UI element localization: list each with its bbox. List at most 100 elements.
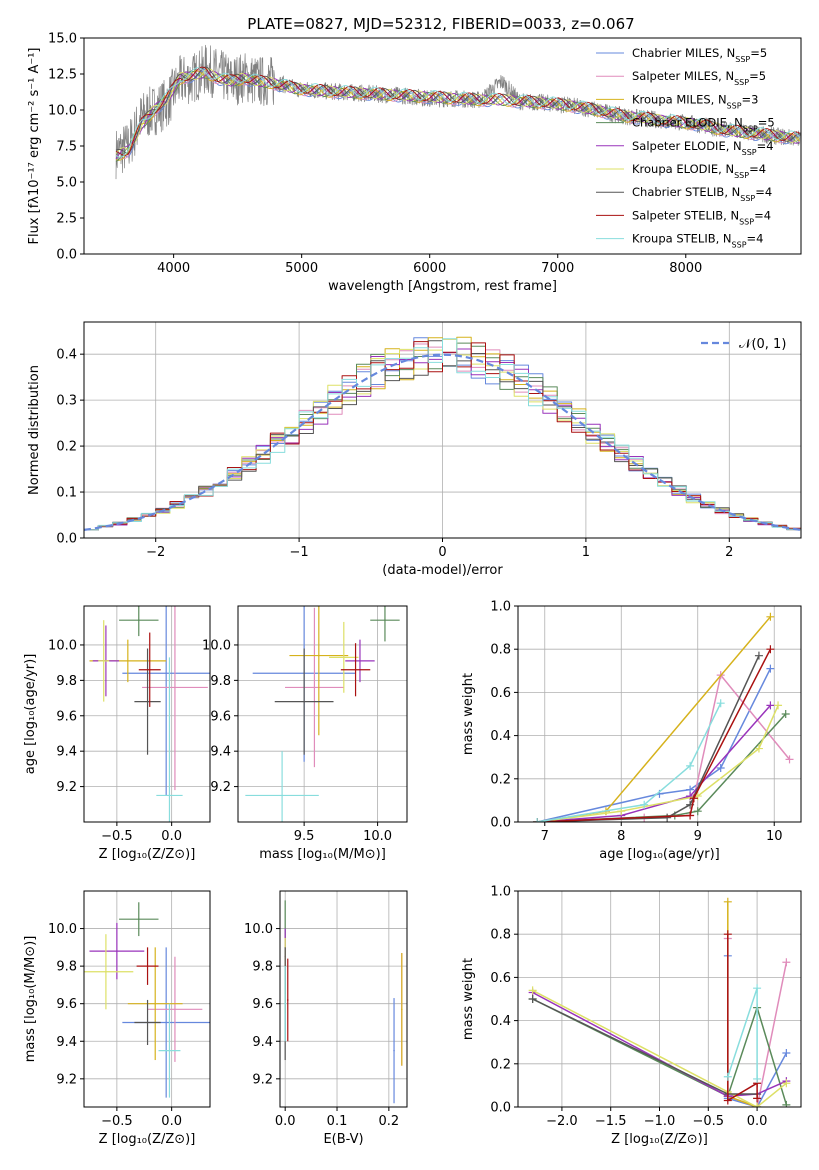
y-tick-label: 15.0 [48,32,77,47]
x-tick-label: −2 [146,545,165,560]
plot-area [115,44,801,180]
data-point [105,970,107,973]
data-point [401,1008,403,1011]
y-tick-label: 0.6 [490,971,511,986]
mass-weight-line-6 [532,989,787,1107]
legend-entry: Salpeter ELODIE, NSSP=4 [632,139,774,157]
x-tick-label: 9.5 [294,829,315,844]
data-point [393,1049,395,1052]
data-point [318,654,320,657]
mass-weight-marker [533,818,542,822]
plot-area [245,606,400,822]
y-tick-label: 0.3 [56,394,77,409]
x-tick-label: 8 [617,829,625,844]
mass-weight-marker [781,710,790,718]
data-point [354,668,357,671]
mass-weight-line-8 [537,648,772,822]
mass-weight-marker [753,1094,762,1103]
y-tick-label: 0.8 [490,643,511,658]
data-point [168,794,171,797]
y-axis-label: Flux [fλ10⁻¹⁷ erg cm⁻² s⁻¹ A⁻¹] [27,48,42,245]
x-axis-label: E(B-V) [323,1132,363,1147]
mass-weight-marker [640,800,649,809]
x-tick-label: 1 [582,545,590,560]
mass-weight-line-5 [537,704,771,822]
age-mass-weight-panel: 7 8 9 10 0.0 0.2 0.4 0.6 0.8 1.0 age [log₁₀(age/yr… [461,600,802,862]
mass-weight-marker [782,1049,791,1057]
axes-frame [83,605,211,823]
gaussian-curve [84,353,801,531]
mass-weight-marker [528,995,537,1003]
y-tick-label: 0.2 [56,440,77,455]
figure-title: PLATE=0827, MJD=52312, FIBERID=0033, z=0… [247,15,634,33]
model-spectrum-line-6 [115,68,801,154]
mass-weight-marker [686,761,695,770]
x-tick-label: 6000 [413,261,446,276]
x-tick-label: −0.5 [101,829,133,844]
mass-weight-marker [782,1100,791,1107]
data-point [137,619,140,621]
x-axis-label: wavelength [Angstrom, rest frame] [328,279,557,294]
y-tick-label: 9.6 [252,997,273,1012]
model-spectrum-line-7 [115,66,800,154]
y-tick-label: 0.2 [490,772,511,787]
y-tick-label: 0.0 [56,248,77,263]
y-tick-label: 9.8 [56,674,77,689]
mass-weight-marker [782,1079,791,1088]
mass-weight-marker [766,612,775,621]
metallicity-mass-weight-panel: −2.0 −1.5 −1.0 −0.5 0.0 0.0 0.2 0.4 0.6 0.8 1.0 Z [… [461,885,802,1147]
x-axis-label: Z [log₁₀(Z/Z⊙)] [99,1132,196,1147]
model-spectrum-line-8 [115,66,800,156]
y-tick-label: 10.0 [202,638,231,653]
plot-area [84,902,210,1098]
data-spectrum-line [115,44,801,180]
x-axis-label: mass [log₁₀(M/M⊙)] [259,847,386,862]
mass-weight-marker [782,958,791,967]
mass-weight-marker [716,699,725,708]
x-tick-label: 0.0 [161,1114,182,1129]
data-point [313,686,316,689]
x-tick-label: 0.0 [747,1114,768,1129]
y-axis-label: mass weight [461,958,476,1040]
data-point [286,999,289,1001]
data-point [148,668,151,671]
y-tick-label: 0.4 [56,348,77,363]
mass-weight-line-8 [727,934,758,1102]
data-point [146,1021,149,1024]
data-point [281,794,283,797]
y-tick-label: 0.4 [490,729,511,744]
mass-weight-marker [723,897,732,906]
y-tick-label: 12.5 [48,68,77,83]
data-point [137,918,140,920]
x-axis-label: Z [log₁₀(Z/Z⊙)] [611,1132,708,1147]
axes-frame [279,890,408,1108]
x-tick-label: 0 [438,545,446,560]
mass-weight-marker [774,701,783,710]
y-tick-label: 10.0 [48,922,77,937]
plot-area [89,606,210,822]
y-tick-label: 0.0 [490,1101,511,1116]
legend-entry: Kroupa MILES, NSSP=3 [632,92,758,110]
y-tick-label: 9.2 [56,780,77,795]
x-tick-label: 0.2 [379,1114,400,1129]
mass-weight-marker [754,744,763,753]
y-tick-label: 9.8 [252,960,273,975]
model-spectrum-line-3 [115,70,801,161]
x-tick-label: 5000 [285,261,318,276]
x-tick-label: 2 [725,545,733,560]
y-tick-label: 9.6 [56,997,77,1012]
y-axis-label: Normed distribution [27,365,42,495]
mass-weight-line-2 [537,674,791,822]
x-tick-label: −0.5 [693,1114,725,1129]
mass-weight-marker [716,764,725,772]
mass-weight-marker [723,1096,732,1105]
data-point [343,656,345,659]
y-tick-label: 9.4 [56,745,77,760]
x-tick-label: 0.0 [275,1114,296,1129]
histogram-step-9 [84,338,801,531]
mass-weight-marker [723,930,732,939]
x-tick-label: −0.5 [101,1114,133,1129]
y-tick-label: 10.0 [244,922,273,937]
data-point [284,1002,286,1005]
mass-weight-marker [663,813,672,822]
